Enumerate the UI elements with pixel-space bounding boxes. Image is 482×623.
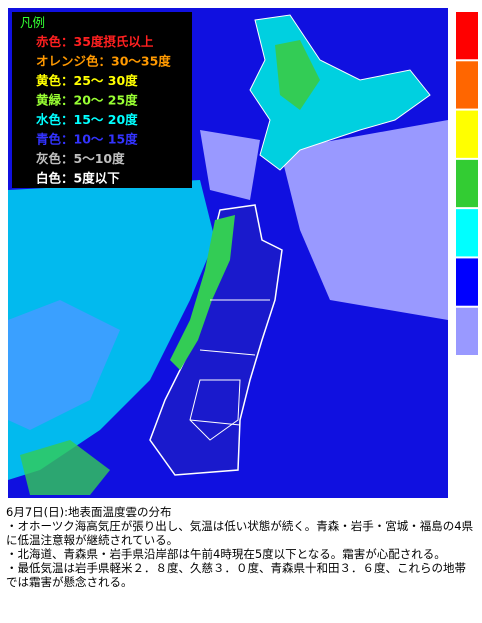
colorbar-segment: [456, 159, 478, 208]
colorbar-segment: [456, 12, 478, 60]
caption-title: 6月7日(日):地表面温度雲の分布: [6, 505, 172, 519]
legend-title: 凡例: [20, 15, 45, 30]
note: ・最低気温は岩手県軽米２．８度、久慈３．０度、青森県十和田３．６度、これらの地帯…: [6, 561, 466, 589]
legend-item: 水色：15～ 20度: [36, 112, 138, 127]
notes: ・オホーツク海高気圧が張り出し、気温は低い状態が続く。青森・岩手・宮城・福島の4…: [6, 519, 476, 589]
cloud-area: [280, 120, 448, 320]
warm-area: [275, 40, 320, 110]
legend-item: 青色：10～ 15度: [36, 132, 138, 147]
colorbar-segment: [456, 61, 478, 109]
note: ・オホーツク海高気圧が張り出し、気温は低い状態が続く。青森・岩手・宮城・福島の4…: [6, 519, 474, 547]
colorbar-segment: [456, 209, 478, 257]
cloud-area: [8, 300, 120, 430]
prefecture-border: [189, 299, 270, 426]
legend-item: オレンジ色：30～35度: [36, 54, 171, 69]
colorbar-segment: [456, 307, 478, 355]
note: ・北海道、青森県・岩手県沿岸部は午前4時現在5度以下となる。霜害が心配される。: [6, 547, 446, 561]
warm-area: [170, 215, 235, 370]
legend-item: 灰色：5～10度: [36, 151, 125, 166]
legend-item: 白色：5度以下: [36, 171, 120, 186]
caption: 6月7日(日):地表面温度雲の分布 ・オホーツク海高気圧が張り出し、気温は低い状…: [6, 505, 476, 589]
colorbar: [456, 12, 478, 355]
cloud-area: [200, 130, 260, 200]
prefecture-border: [189, 379, 241, 441]
legend-item: 赤色：35度摂氏以上: [36, 34, 154, 49]
legend-item: 黄色：25～ 30度: [36, 73, 138, 88]
colorbar-segment: [456, 258, 478, 306]
warm-area: [20, 440, 110, 495]
colorbar-segment: [456, 110, 478, 158]
legend-item: 黄緑：20～ 25度: [36, 93, 138, 108]
legend-box: [12, 12, 192, 188]
